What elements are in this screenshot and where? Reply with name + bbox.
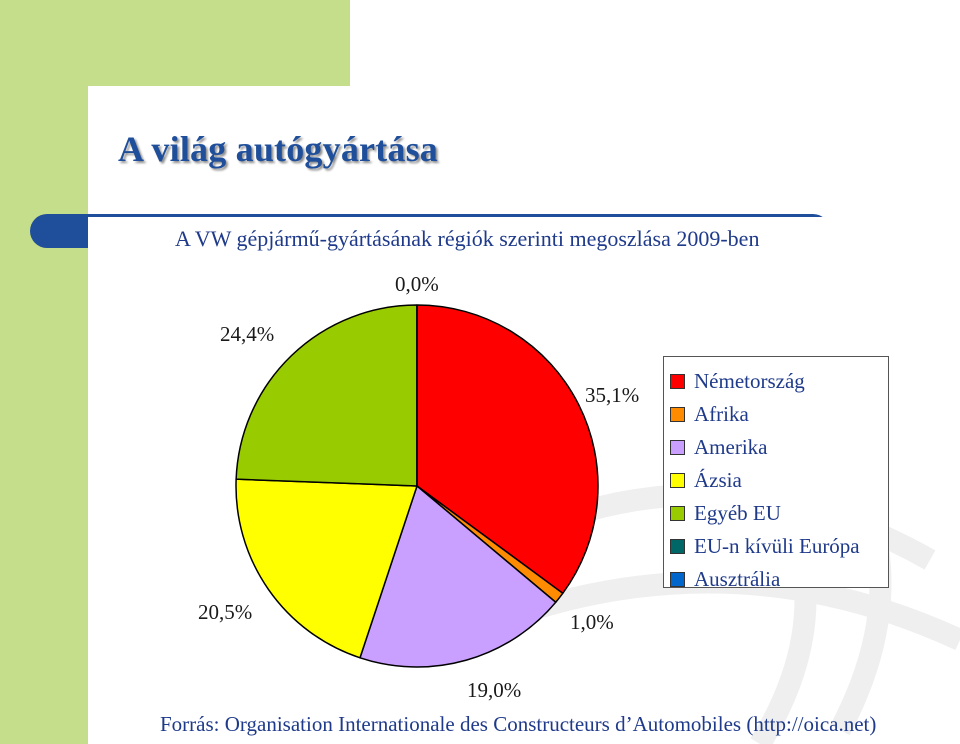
legend-swatch (670, 473, 685, 488)
pie-slice-nemetorszag (416, 304, 599, 595)
legend-label: Afrika (694, 402, 749, 426)
legend-label: EU-n kívüli Európa (694, 534, 860, 558)
slice-label-egyeb-eu: 24,4% (220, 322, 275, 346)
legend-item-eu-kivuli-europa: EU-n kívüli Európa (664, 530, 888, 563)
green-accent-left (0, 0, 88, 744)
legend-swatch (670, 572, 685, 587)
source-note: Forrás: Organisation Internationale des … (160, 712, 877, 736)
legend-label: Egyéb EU (694, 501, 781, 525)
slide-title: A világ autógyártása (118, 129, 439, 169)
legend-swatch (670, 539, 685, 554)
slice-label-eu-kivuli-europa: 0,0% (395, 272, 439, 296)
legend-label: Ausztrália (694, 567, 781, 591)
legend-item-afrika: Afrika (664, 398, 888, 431)
pie-slice-amerika (359, 485, 557, 668)
slice-label-amerika: 19,0% (467, 678, 522, 702)
legend-item-egyeb-eu: Egyéb EU (664, 497, 888, 530)
pie-slice-azsia (235, 478, 418, 659)
legend-label: Amerika (694, 435, 768, 459)
slice-label-nemetorszag: 35,1% (585, 383, 640, 407)
legend-swatch (670, 440, 685, 455)
legend-item-ausztralia: Ausztrália (664, 563, 888, 596)
legend-label: Németország (694, 369, 805, 393)
legend-item-amerika: Amerika (664, 431, 888, 464)
legend-item-nemetorszag: Németország (664, 365, 888, 398)
slice-label-afrika: 1,0% (570, 610, 614, 634)
legend-swatch (670, 407, 685, 422)
legend-swatch (670, 506, 685, 521)
chart-legend: Németország Afrika Amerika Ázsia Egyéb E… (663, 356, 889, 591)
legend-item-azsia: Ázsia (664, 464, 888, 497)
slice-label-azsia: 20,5% (198, 600, 253, 624)
title-underline-mask (88, 217, 830, 248)
legend-label: Ázsia (694, 468, 742, 492)
pie-slice-egyeb-eu (235, 304, 418, 487)
chart-title: A VW gépjármű-gyártásának régiók szerint… (175, 226, 760, 251)
legend-swatch (670, 374, 685, 389)
